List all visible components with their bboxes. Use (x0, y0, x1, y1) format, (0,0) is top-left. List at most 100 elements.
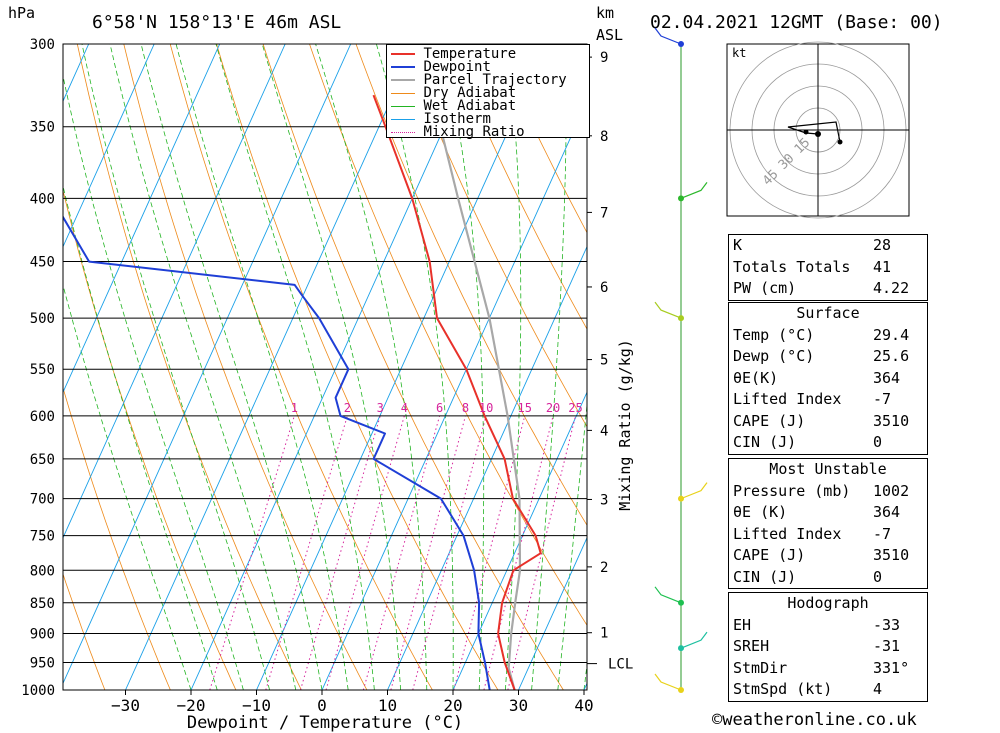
surface-temp-row: Temp (°C) 29.4 (733, 325, 910, 344)
wet-adiabat-line (140, 44, 323, 690)
surface-title: Surface (796, 304, 860, 322)
surface-thetae-row: θE(K) 364 (733, 368, 901, 387)
mixing-ratio-line (507, 415, 576, 690)
mixing-ratio-label: 15 (518, 401, 532, 415)
isotherm-line (63, 44, 286, 539)
wet-adiabat-line (63, 184, 218, 690)
dry-adiabat-line (401, 44, 587, 428)
mixing-ratio-label: 20 (546, 401, 560, 415)
wet-adiabat-line (63, 74, 244, 690)
surface-cape-row: CAPE (J) 3510 (733, 411, 910, 430)
pressure-tick-label: 900 (30, 626, 55, 642)
mixing-ratio-axis-title: Mixing Ratio (g/kg) (616, 339, 634, 511)
hodo-sreh-row: SREH -31 (733, 637, 901, 655)
pressure-tick-label: 450 (30, 255, 55, 271)
hodo-stmdir-row: StmDir 331° (733, 658, 910, 677)
legend-item-parcel: Parcel Trajectory (391, 72, 567, 88)
hodograph-storm-motion (815, 131, 821, 137)
isotherm-line (256, 44, 548, 690)
isotherm-line (452, 391, 587, 690)
dry-adiabat-line (494, 44, 587, 234)
wet-adiabat-line (215, 44, 375, 690)
pressure-tick-label: 600 (30, 409, 55, 425)
legend: Temperature Dewpoint Parcel Trajectory D… (386, 44, 590, 140)
km-tick-label: 8 (600, 129, 608, 145)
surface-table: Surface Temp (°C) 29.4 Dewp (°C) 25.6 θE(K… (728, 302, 928, 455)
km-tick-label: 1 (600, 626, 608, 642)
km-tick-label: 5 (600, 353, 608, 369)
surface-dewp-row: Dewp (°C) 25.6 (733, 347, 910, 365)
x-axis-title: Dewpoint / Temperature (°C) (187, 713, 463, 733)
mixing-ratio-label: 2 (344, 401, 351, 415)
wet-adiabat-line (531, 44, 567, 690)
mu-cape-row: CAPE (J) 3510 (733, 546, 910, 564)
legend-item-temperature: Temperature (391, 46, 516, 62)
location-title: 6°58'N 158°13'E 46m ASL (92, 12, 342, 33)
wet-adiabat-line (505, 44, 522, 690)
isotherm-line (518, 536, 587, 690)
x-tick-label: 10 (378, 696, 397, 715)
wet-adiabat-line (376, 44, 454, 690)
surface-li-row: Lifted Index -7 (733, 390, 892, 408)
most-unstable-table: Most Unstable Pressure (mb) 1002 θE (K) 36… (728, 458, 928, 589)
pressure-tick-label: 800 (30, 563, 55, 579)
wind-barb (654, 673, 682, 691)
isotherm-line (321, 100, 587, 690)
pressure-tick-label: 350 (30, 120, 55, 136)
isotherm-line (125, 44, 417, 690)
dry-adiabat-line (309, 44, 587, 627)
plot-frame (62, 43, 588, 691)
pressure-tick-label: 700 (30, 492, 55, 508)
dry-adiabat-line (262, 44, 564, 690)
datetime-title: 02.04.2021 12GMT (Base: 00) (650, 12, 943, 33)
temperature-line (372, 94, 542, 690)
surface-cin-row: CIN (J) 0 (733, 433, 883, 451)
dry-adiabat-line (993, 26, 1000, 690)
wind-barb (654, 586, 682, 604)
isotherm-line (63, 44, 352, 685)
totals-row: Totals Totals 41 (733, 257, 892, 276)
legend-item-dewpoint: Dewpoint (391, 59, 491, 75)
isotherm-line (190, 44, 483, 690)
km-tick-label: 9 (600, 50, 608, 66)
mu-pressure-row: Pressure (mb) 1002 (733, 481, 910, 500)
x-tick-label: −10 (242, 696, 271, 715)
wet-adiabat-line (441, 44, 485, 690)
parcel-trajectory-line (431, 94, 522, 690)
hodo-eh-row: EH -33 (733, 615, 901, 634)
km-tick-label: 2 (600, 560, 608, 576)
dry-adiabat-line (123, 44, 368, 690)
hodo-stmspd-row: StmSpd (kt) 4 (733, 680, 883, 698)
dry-adiabat-line (63, 386, 171, 690)
pw-row: PW (cm) 4.22 (733, 279, 910, 297)
isotherm-line (0, 44, 23, 690)
dry-adiabat-line (355, 44, 587, 527)
x-tick-label: 30 (509, 696, 528, 715)
lcl-label: LCL (608, 657, 633, 673)
indices-table: K 28 Totals Totals 41 PW (cm) 4.22 (728, 234, 928, 301)
pressure-tick-label: 300 (30, 37, 55, 53)
km-tick-label: 4 (600, 423, 608, 439)
mixing-ratio-label: 4 (401, 401, 408, 415)
mixing-ratio-line (325, 415, 405, 690)
pressure-tick-label: 550 (30, 362, 55, 378)
hodograph-table: Hodograph EH -33 SREH -31 StmDir 331° StmSp… (728, 592, 928, 702)
wet-adiabat-line (175, 44, 349, 690)
wet-adiabat-line (315, 44, 428, 690)
mixing-ratio-label: 6 (436, 401, 443, 415)
wind-barb (680, 631, 708, 649)
isotherm-line (63, 44, 221, 394)
mu-cin-row: CIN (J) 0 (733, 567, 883, 586)
wind-barb (654, 27, 682, 45)
dry-adiabat-line (448, 44, 587, 330)
hodo-title: Hodograph (787, 594, 869, 612)
dry-adiabat-line (63, 189, 237, 690)
x-tick-label: −30 (111, 696, 140, 715)
x-tick-label: −20 (177, 696, 206, 715)
dry-adiabat-line (216, 44, 499, 690)
km-tick-label: 6 (600, 280, 608, 296)
wind-barb (654, 301, 682, 319)
pressure-tick-label: 500 (30, 311, 55, 327)
mixing-ratio-label: 3 (377, 401, 384, 415)
